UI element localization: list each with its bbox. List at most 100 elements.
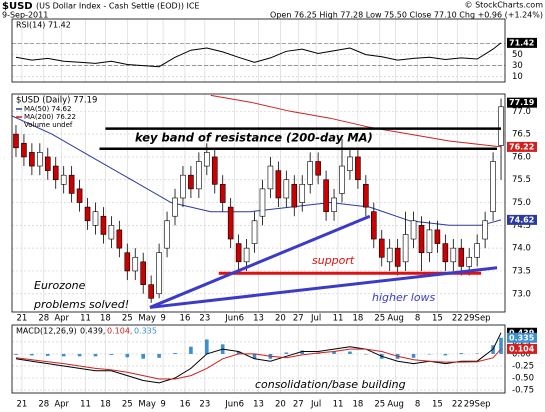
y-tick-label: 74.5 [512,221,531,231]
y-tick-label: -0.25 [512,361,534,371]
candle-body [21,142,27,158]
histogram-bar [443,353,448,356]
candle-body [227,206,234,240]
histogram-bar [475,353,479,354]
candle-body [84,206,91,222]
x-tick-label: May [138,400,156,410]
x-tick-label: Jul [310,400,321,410]
histogram-bar [125,353,130,358]
histogram-bar [109,353,114,355]
annotation: consolidation/base building [255,378,406,391]
x-tick-label: Jun6 [224,314,244,324]
candle-body [291,184,298,208]
value-box [507,37,537,48]
panel-frame [11,324,506,394]
y-tick-label: 75.0 [512,198,531,208]
x-tick-label: 16 [180,314,191,324]
legend-entry: MA(50) 74.62 [24,105,71,113]
moving-average [12,115,502,226]
legend-entry: 0.104, [107,327,132,336]
candle-body [76,188,83,203]
candle-body [37,152,43,167]
histogram-bar [173,352,177,354]
candle-body [331,197,337,212]
candle-body [410,220,417,240]
candle-body [124,252,131,272]
histogram-bar [93,353,98,357]
x-tick-label: 25 [374,400,385,410]
candle-body [148,284,154,299]
x-tick-label: 11 [80,314,91,324]
x-tick-label: 16 [180,400,191,410]
candle-body [347,156,353,171]
x-tick-label: 18 [352,314,363,324]
x-tick-label: 28 [38,400,49,410]
y-tick-label: 76.0 [512,152,531,162]
candle-body [458,247,465,267]
rsi-legend: RSI(14) 71.42 [16,21,71,30]
macd-line [15,348,502,380]
y-tick-label: -0.75 [512,386,534,396]
y-tick-label: 10 [512,72,523,82]
legend-entry: MA(200) 76.22 [24,113,76,121]
x-tick-label: May [138,314,156,324]
value-box-label: 0.335 [509,333,535,342]
candle-body [355,156,361,181]
candle-body [442,243,449,263]
candle-body [140,261,147,285]
histogram-bar [499,337,503,354]
panel-frame [11,18,506,83]
value-box [507,97,537,108]
candle-body [100,215,107,235]
histogram-bar [61,353,66,357]
candle-body [132,256,139,272]
x-tick-label: 11 [333,400,344,410]
value-box [507,343,537,354]
histogram-bar [459,352,464,354]
candle-body [378,238,385,258]
x-tick-label: 9 [160,314,165,324]
quote: Open 76.25 High 77.28 Low 75.50 Close 77… [270,11,543,20]
x-tick-label: 27 [293,400,304,410]
candle-body [370,211,377,240]
y-tick-label: 0.00 [512,349,531,359]
y-tick-label: 77.0 [512,107,531,117]
source: © StockCharts.com [465,1,544,10]
value-box [507,214,537,225]
candle-body [251,220,258,244]
candle-body [116,229,123,249]
histogram-bar [189,346,193,354]
candle-body [44,156,51,171]
candle-body [68,174,75,194]
candle-body [172,197,178,217]
macd-legend: MACD(12,26,9) [16,327,77,336]
candle-body [259,188,266,217]
date: 9-Sep-2011 [2,11,48,20]
trend-line [149,266,498,309]
histogram-bar [45,353,50,356]
instrument-name: (US Dollar Index - Cash Settle (EOD)) IC… [36,2,199,11]
x-tick-label: 11 [333,314,344,324]
x-tick-label: 22 [452,400,463,410]
x-tick-label: 9 [160,400,165,410]
y-tick-label: 74.0 [512,244,531,254]
histogram-bar [14,353,18,355]
x-tick-label: 23 [199,400,210,410]
candle-body [283,179,290,199]
candle-body [164,220,170,249]
candle-body [108,225,115,240]
x-tick-label: 28 [38,314,49,324]
candle-body [92,211,99,226]
histogram-bar [77,353,82,357]
legend-entry: 0.439, [80,327,105,336]
y-tick-label: 73.5 [512,266,531,276]
candle-body [434,229,441,244]
y-tick-label: 73.0 [512,289,531,299]
x-tick-label: 29Sep [464,314,491,324]
x-tick-label: 18 [352,400,363,410]
value-box [507,327,537,338]
x-tick-label: 13 [253,400,264,410]
x-tick-label: 11 [80,400,91,410]
candle-body [426,229,433,254]
